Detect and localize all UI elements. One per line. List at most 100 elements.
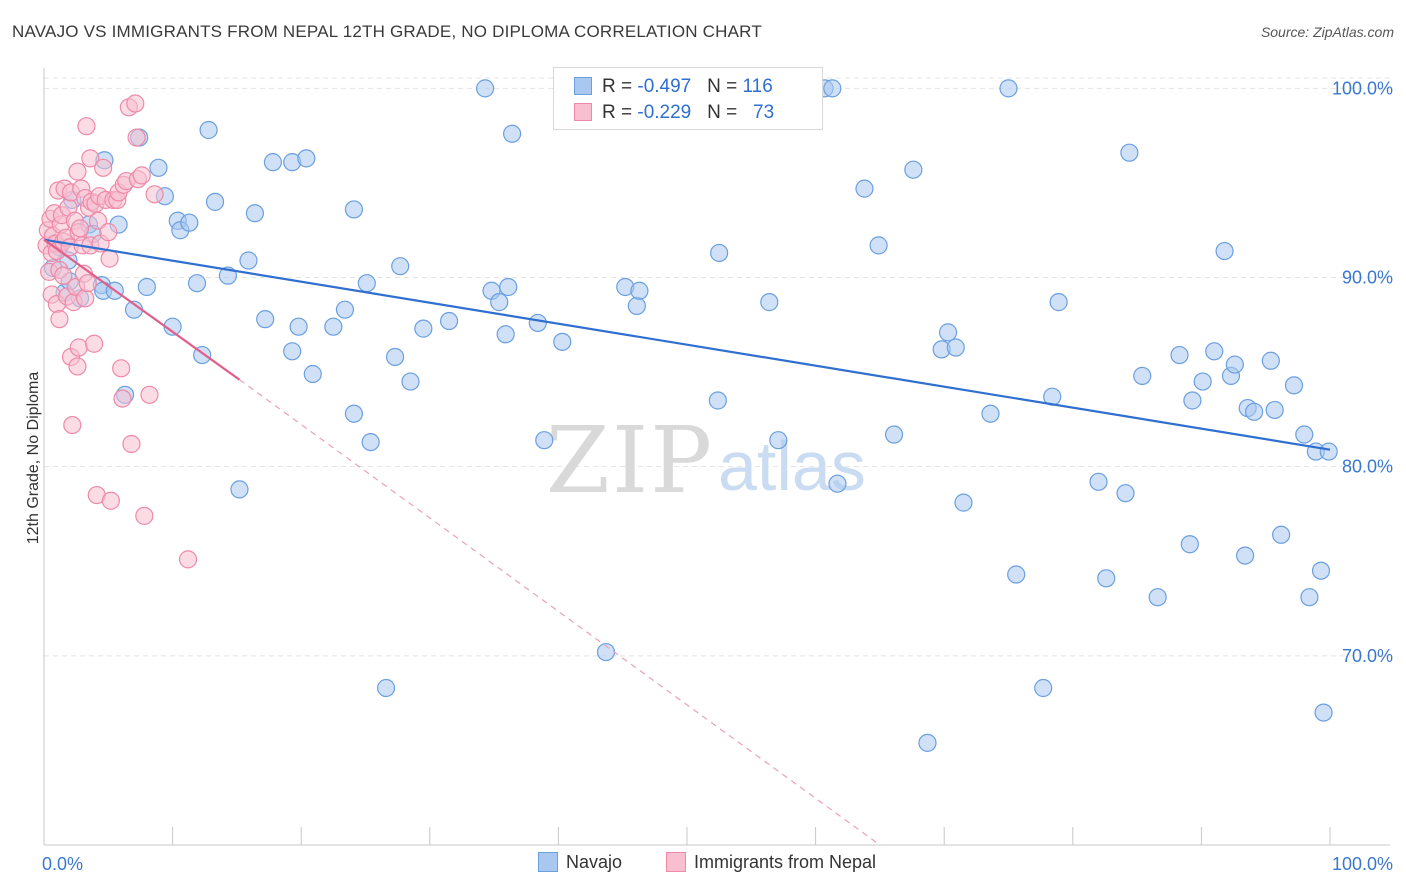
nepal-point xyxy=(140,385,159,404)
nepal-point xyxy=(77,117,96,136)
navajo-point xyxy=(414,319,433,338)
nepal-point xyxy=(132,166,151,185)
navajo-point xyxy=(630,281,649,300)
navajo-point xyxy=(303,364,322,384)
nepal-point xyxy=(127,128,146,147)
navajo-point xyxy=(1133,366,1152,385)
nepal-point xyxy=(122,434,141,454)
nepal-point xyxy=(135,506,154,525)
x-tick-label: 100.0% xyxy=(1332,854,1393,874)
navajo-point xyxy=(1265,400,1284,420)
legend-n-label: N = xyxy=(707,76,743,97)
x-tick-label: 0.0% xyxy=(42,854,83,874)
navajo-point xyxy=(324,317,343,336)
legend-n-value: 73 xyxy=(753,102,775,123)
navajo-point xyxy=(344,404,364,423)
navajo-point xyxy=(1295,425,1314,444)
navajo-point xyxy=(1120,143,1139,162)
navajo-point xyxy=(401,372,420,391)
navajo-point xyxy=(391,257,410,276)
navajo-point xyxy=(245,204,265,223)
navajo-point xyxy=(855,179,874,198)
legend-swatch-navajo xyxy=(574,77,592,95)
legend-n-value: 116 xyxy=(742,76,773,97)
watermark-zip: ZIP xyxy=(546,407,714,514)
navajo-point xyxy=(828,474,847,493)
navajo-point xyxy=(938,323,958,342)
navajo-point xyxy=(1007,565,1026,584)
navajo-point xyxy=(1284,376,1304,395)
bottom-legend-navajo: Navajo xyxy=(538,852,622,873)
navajo-point xyxy=(528,313,547,333)
nepal-point xyxy=(50,310,69,329)
nepal-point xyxy=(54,266,73,285)
bottom-legend-label-navajo: Navajo xyxy=(566,852,623,872)
nepal-point xyxy=(68,357,87,376)
navajo-point xyxy=(503,124,522,143)
navajo-point xyxy=(1319,442,1338,461)
navajo-point xyxy=(385,347,405,367)
nepal-point xyxy=(76,289,95,308)
nepal-point xyxy=(126,94,145,113)
navajo-point xyxy=(187,274,207,293)
legend-r-value: -0.497 xyxy=(637,76,692,97)
navajo-point xyxy=(954,493,973,512)
navajo-point xyxy=(344,200,364,219)
y-axis-label: 12th Grade, No Diploma xyxy=(25,372,42,545)
navajo-point xyxy=(499,277,518,297)
navajo-point xyxy=(239,251,258,270)
navajo-point xyxy=(335,300,355,319)
watermark: ZIP atlas xyxy=(546,407,866,514)
navajo-point xyxy=(475,79,495,98)
legend-row-navajo: R = -0.497 N = 116 xyxy=(574,76,773,100)
legend-swatch-nepal xyxy=(574,103,592,121)
navajo-point xyxy=(256,310,275,329)
navajo-point xyxy=(1097,569,1116,588)
navajo-point xyxy=(361,432,380,452)
navajo-point xyxy=(376,678,396,698)
navajo-point xyxy=(230,480,249,499)
bottom-legend-swatch-navajo xyxy=(538,852,558,872)
navajo-point xyxy=(710,243,729,263)
navajo-point xyxy=(904,160,923,179)
nepal-point xyxy=(178,550,198,569)
legend-n-label: N = xyxy=(707,102,743,123)
navajo-point xyxy=(199,120,218,140)
nepal-point xyxy=(68,162,87,181)
navajo-point xyxy=(884,425,904,444)
bottom-legend-label-nepal: Immigrants from Nepal xyxy=(694,852,877,872)
nepal-point xyxy=(78,274,97,293)
nepal-point xyxy=(101,491,120,510)
nepal-point xyxy=(69,338,88,357)
trend-lines xyxy=(43,238,1331,846)
navajo-point xyxy=(149,158,168,177)
navajo-point xyxy=(1300,588,1319,607)
legend-r-label: R = xyxy=(602,76,638,97)
navajo-point xyxy=(137,277,156,297)
data-points xyxy=(37,79,1338,752)
nepal-point xyxy=(70,219,90,238)
navajo-point xyxy=(1049,293,1068,312)
navajo-point xyxy=(439,311,459,331)
navajo-point xyxy=(769,431,788,450)
y-tick-label: 100.0% xyxy=(1332,78,1393,98)
navajo-point xyxy=(760,293,779,312)
navajo-point xyxy=(283,342,302,361)
navajo-point xyxy=(1170,345,1189,365)
navajo-point xyxy=(918,733,937,752)
navajo-point xyxy=(823,79,842,98)
navajo-point xyxy=(1272,525,1291,544)
navajo-point xyxy=(999,79,1018,98)
legend-r-label: R = xyxy=(602,102,638,123)
navajo-point xyxy=(627,296,646,316)
navajo-point xyxy=(1225,355,1244,374)
navajo-point xyxy=(1236,546,1255,565)
nepal-point xyxy=(81,149,100,168)
trend-line-navajo xyxy=(43,238,1331,451)
navajo-point xyxy=(1116,484,1135,503)
navajo-point xyxy=(297,149,316,168)
navajo-point xyxy=(535,431,554,450)
navajo-point xyxy=(1193,372,1212,391)
navajo-point xyxy=(180,213,199,232)
